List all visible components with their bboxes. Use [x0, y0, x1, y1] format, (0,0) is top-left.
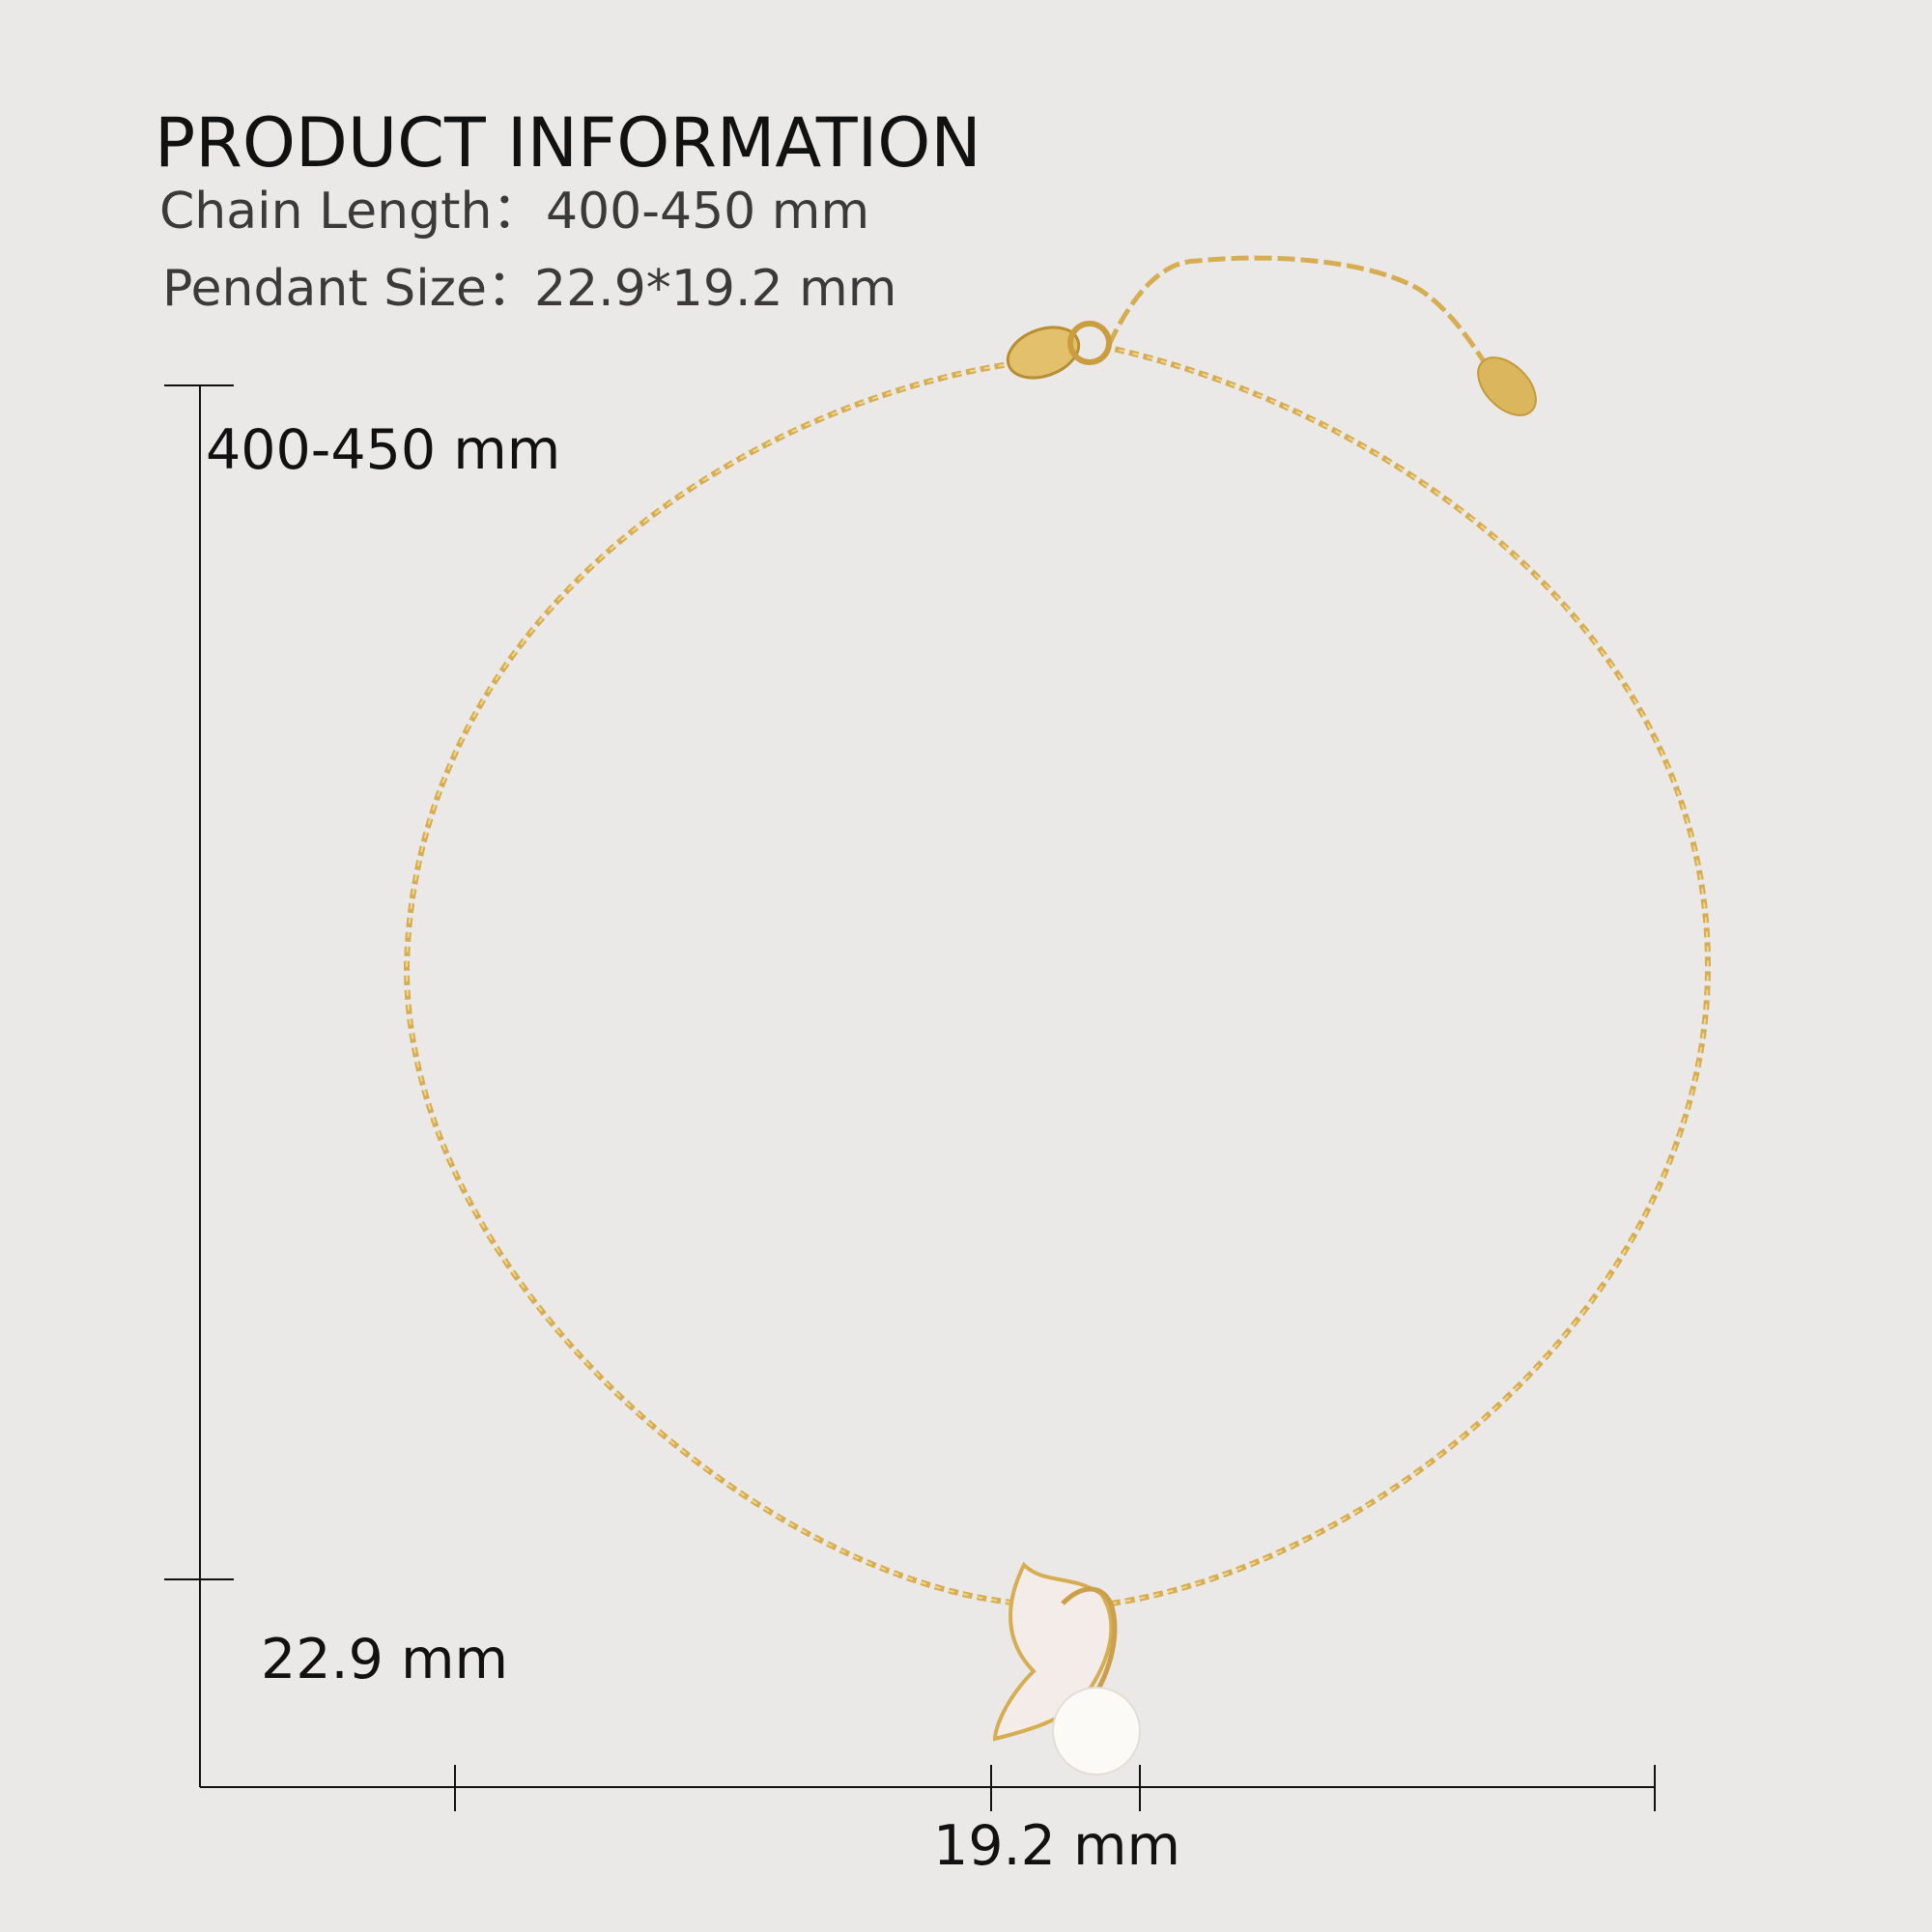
- spec-label: Chain Length：: [159, 183, 542, 241]
- spec-label: Pendant Size：: [162, 260, 537, 318]
- pendant-width-label: 19.2 mm: [933, 1814, 1180, 1878]
- spec-value: 400-450 mm: [546, 183, 869, 241]
- dimension-lines: [164, 384, 1656, 1811]
- title: PRODUCT INFORMATION: [155, 103, 981, 183]
- chain-length-label: 400-450 mm: [206, 418, 560, 482]
- spec-value: 22.9*19.2 mm: [534, 260, 896, 318]
- necklace: [403, 255, 1712, 1776]
- pendant-height-label: 22.9 mm: [261, 1628, 508, 1691]
